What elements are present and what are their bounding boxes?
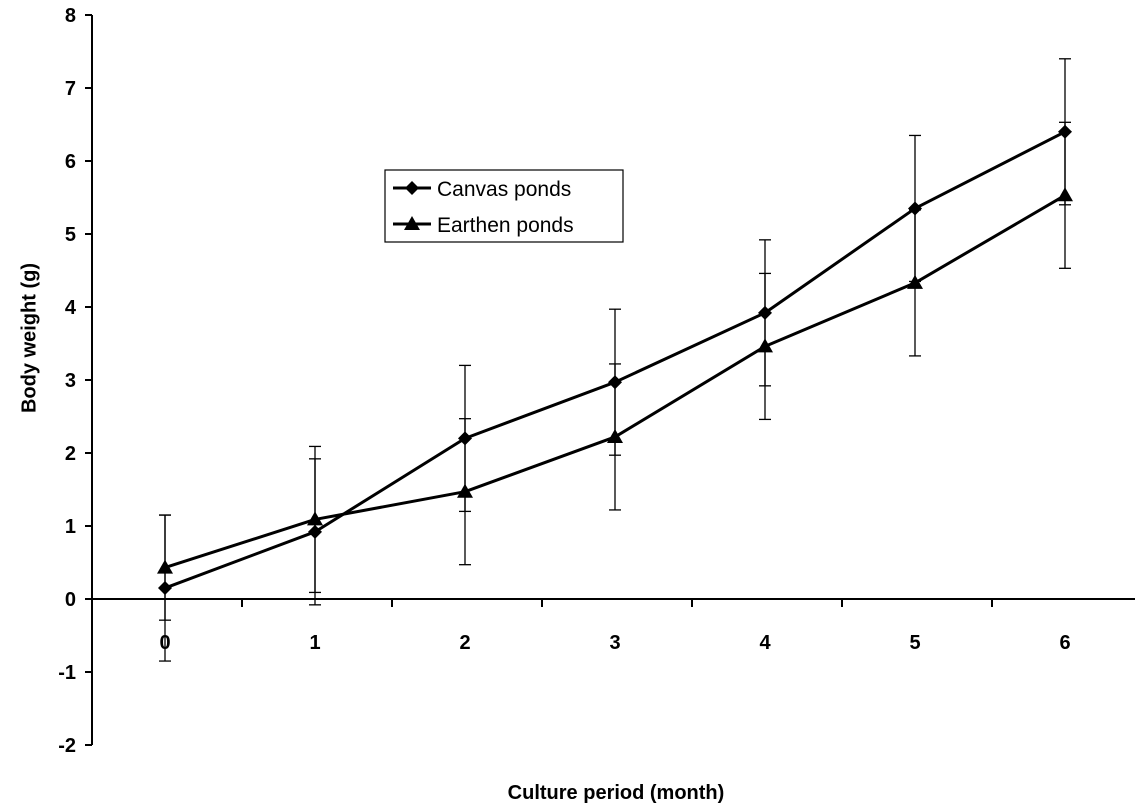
y-tick-label: 0: [65, 589, 76, 611]
y-tick-label: 5: [65, 224, 76, 246]
legend-box: [384, 169, 624, 243]
y-tick-label: 3: [65, 370, 76, 392]
x-tick-label: 0: [159, 632, 170, 654]
diamond-marker: [458, 431, 472, 446]
triangle-marker: [157, 559, 173, 574]
x-tick-label: 4: [759, 632, 771, 654]
legend-label: Earthen ponds: [437, 214, 574, 237]
x-tick-label: 2: [459, 632, 470, 654]
legend-diamond-icon: [405, 181, 419, 195]
y-tick-label: 8: [65, 5, 76, 27]
triangle-marker: [907, 274, 923, 289]
y-axis-title: Body weight (g): [18, 263, 40, 413]
x-tick-label: 5: [909, 632, 920, 654]
y-tick-label: 4: [65, 297, 77, 319]
diamond-marker: [908, 201, 922, 216]
triangle-marker: [757, 338, 773, 353]
legend-label: Canvas ponds: [437, 178, 571, 201]
markers: [157, 124, 1073, 596]
triangle-marker: [307, 511, 323, 526]
x-tick-label: 6: [1059, 632, 1070, 654]
diamond-marker: [608, 375, 622, 390]
diamond-marker: [308, 524, 322, 539]
y-tick-label: 2: [65, 443, 76, 465]
ticks: [85, 14, 993, 746]
triangle-marker: [607, 428, 623, 443]
x-tick-label: 3: [609, 632, 620, 654]
diamond-marker: [158, 581, 172, 596]
x-tick-label: 1: [309, 632, 320, 654]
tick-labels: -2 -1 0 1 2 3 4 5 6 7 8 0 1 2 3 4 5 6: [58, 5, 1070, 757]
diamond-marker: [1058, 124, 1072, 139]
legend-triangle-icon: [404, 216, 420, 230]
diamond-marker: [758, 305, 772, 320]
y-tick-label: 7: [65, 78, 76, 100]
y-tick-label: 6: [65, 151, 76, 173]
triangle-marker: [457, 483, 473, 498]
x-axis-title: Culture period (month): [508, 782, 725, 804]
y-tick-label: 1: [65, 516, 76, 538]
triangle-marker: [1057, 187, 1073, 202]
legend: Canvas ponds Earthen ponds: [384, 169, 624, 243]
y-tick-label: -1: [58, 662, 76, 684]
error-bars: [159, 58, 1071, 662]
y-tick-label: -2: [58, 735, 76, 757]
